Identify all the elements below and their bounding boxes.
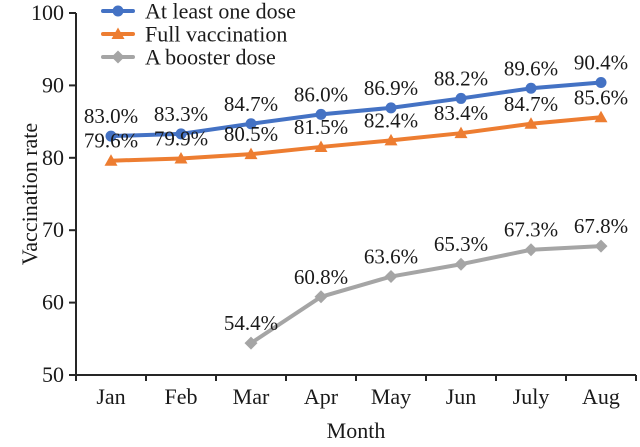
data-label-at-least-one-dose-may: 86.9% [364, 76, 418, 100]
x-tick-label-mar: Mar [233, 384, 270, 409]
data-label-at-least-one-dose-mar: 84.7% [224, 92, 278, 116]
data-label-full-vaccination-mar: 80.5% [224, 122, 278, 146]
marker-full-vaccination-july [524, 117, 538, 129]
legend-marker-full-vaccination [111, 27, 125, 39]
legend-marker-at-least-one-dose [112, 5, 124, 17]
data-label-at-least-one-dose-aug: 90.4% [574, 51, 628, 75]
series-line-a-booster-dose [249, 244, 603, 346]
data-label-full-vaccination-aug: 85.6% [574, 85, 628, 109]
data-label-a-booster-dose-jun: 65.3% [434, 232, 488, 256]
y-axis-title: Vaccination rate [17, 123, 42, 265]
marker-full-vaccination-aug [594, 110, 608, 123]
marker-a-booster-dose-july [524, 243, 538, 257]
data-label-at-least-one-dose-apr: 86.0% [294, 82, 348, 106]
legend-label-at-least-one-dose: At least one dose [145, 0, 296, 24]
marker-a-booster-dose-jun [454, 257, 468, 271]
y-tick-label: 60 [42, 290, 64, 315]
marker-full-vaccination-may [384, 133, 398, 146]
marker-a-booster-dose-apr [314, 290, 328, 304]
marker-at-least-one-dose-jun [455, 92, 467, 104]
y-tick-label: 100 [31, 0, 64, 25]
plot-layer: 50 60 70 80 90 100 Jan Feb Mar Apr May Jun July Aug 83… [31, 0, 637, 409]
marker-at-least-one-dose-mar [245, 118, 257, 130]
data-label-a-booster-dose-may: 63.6% [364, 245, 418, 269]
marker-at-least-one-dose-jan [105, 130, 117, 142]
x-tick-label-may: May [371, 384, 411, 409]
marker-a-booster-dose-may [384, 270, 398, 284]
data-label-full-vaccination-may: 82.4% [364, 108, 418, 132]
marker-full-vaccination-feb [174, 152, 188, 164]
data-label-a-booster-dose-aug: 67.8% [574, 214, 628, 238]
series-line-full-vaccination [109, 115, 603, 163]
marker-full-vaccination-mar [244, 147, 258, 160]
marker-at-least-one-dose-aug [595, 77, 607, 89]
data-label-at-least-one-dose-july: 89.6% [504, 56, 558, 80]
data-label-full-vaccination-july: 84.7% [504, 92, 558, 116]
x-tick-label-jan: Jan [96, 384, 125, 409]
series-line-at-least-one-dose [109, 80, 603, 139]
data-label-a-booster-dose-july: 67.3% [504, 218, 558, 242]
legend-label-a-booster-dose: A booster dose [145, 45, 276, 70]
y-tick-label: 80 [42, 145, 64, 170]
marker-a-booster-dose-aug [594, 239, 608, 253]
legend-marker-a-booster-dose [111, 50, 125, 64]
x-tick-label-july: July [513, 384, 550, 409]
x-tick-label-apr: Apr [304, 384, 339, 409]
x-tick-label-aug: Aug [582, 384, 620, 409]
legend-label-full-vaccination: Full vaccination [145, 22, 287, 47]
data-label-full-vaccination-jan: 79.6% [84, 129, 138, 153]
data-label-a-booster-dose-apr: 60.8% [294, 265, 348, 289]
data-label-at-least-one-dose-jan: 83.0% [84, 104, 138, 128]
marker-full-vaccination-jan [104, 154, 118, 166]
marker-full-vaccination-apr [314, 140, 328, 152]
data-label-full-vaccination-apr: 81.5% [294, 115, 348, 139]
marker-at-least-one-dose-feb [175, 128, 187, 140]
marker-a-booster-dose-mar [244, 336, 258, 350]
data-label-at-least-one-dose-jun: 88.2% [434, 66, 488, 90]
x-tick-label-jun: Jun [446, 384, 477, 409]
data-label-at-least-one-dose-feb: 83.3% [154, 102, 208, 126]
marker-full-vaccination-jun [454, 126, 468, 139]
x-axis-title: Month [327, 418, 386, 443]
marker-at-least-one-dose-apr [315, 108, 327, 120]
y-tick-label: 90 [42, 72, 64, 97]
x-tick-label-feb: Feb [165, 384, 198, 409]
data-label-a-booster-dose-mar: 54.4% [224, 311, 278, 335]
y-tick-label: 70 [42, 217, 64, 242]
marker-at-least-one-dose-may [385, 102, 397, 114]
data-label-full-vaccination-jun: 83.4% [434, 101, 488, 125]
y-tick-label: 50 [42, 362, 64, 387]
marker-at-least-one-dose-july [525, 82, 537, 94]
data-label-full-vaccination-feb: 79.9% [154, 127, 208, 151]
